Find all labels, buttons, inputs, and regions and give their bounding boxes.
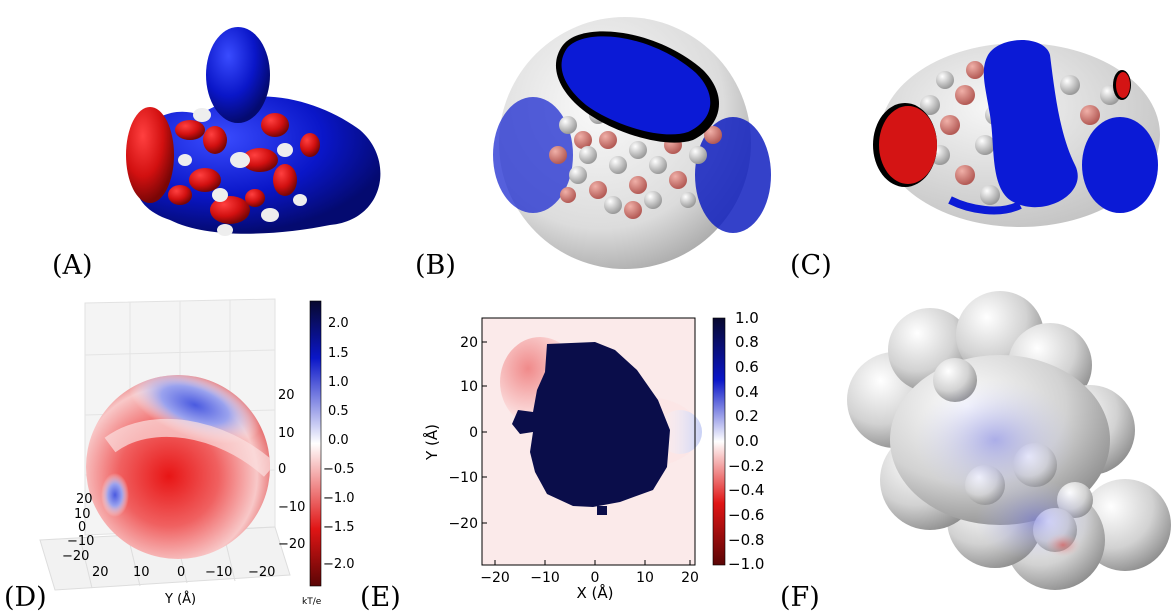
e-ylabel: Y (Å) bbox=[422, 424, 441, 461]
panel-f-surface-render bbox=[847, 291, 1171, 590]
d-bottom-tick-0: 20 bbox=[92, 565, 109, 580]
d-bottom-tick-2: 0 bbox=[177, 565, 185, 580]
e-y-tick-4: −20 bbox=[448, 516, 478, 532]
panel-c-surface-render bbox=[873, 40, 1160, 227]
e-cbar-tick-10: −1.0 bbox=[728, 555, 764, 573]
e-y-tick-1: 10 bbox=[460, 379, 478, 395]
d-colorbar-unit: kT/e bbox=[302, 597, 322, 607]
e-y-tick-2: 0 bbox=[469, 425, 478, 441]
e-x-tick-0: −20 bbox=[480, 570, 510, 586]
d-right-tick-1: 10 bbox=[278, 426, 295, 441]
d-right-tick-3: −10 bbox=[278, 500, 305, 515]
e-y-tick-3: −10 bbox=[448, 470, 478, 486]
d-cbar-tick-5: −0.5 bbox=[323, 462, 355, 477]
d-left-tick-3: −10 bbox=[67, 534, 94, 549]
e-cbar-tick-8: −0.6 bbox=[728, 506, 764, 524]
panel-label-c: (C) bbox=[790, 250, 832, 281]
d-cbar-tick-4: 0.0 bbox=[328, 433, 349, 448]
e-cbar-tick-4: 0.2 bbox=[735, 407, 759, 425]
e-cbar-tick-6: −0.2 bbox=[728, 457, 764, 475]
d-left-tick-2: 0 bbox=[78, 520, 86, 535]
panel-label-d: (D) bbox=[4, 582, 47, 613]
e-cbar-tick-2: 0.6 bbox=[735, 358, 759, 376]
d-cbar-tick-6: −1.0 bbox=[323, 491, 355, 506]
e-x-tick-4: 20 bbox=[681, 570, 699, 586]
d-right-tick-4: −20 bbox=[278, 537, 305, 552]
panel-a-surface-render bbox=[126, 27, 381, 236]
panel-e-heatmap-plot: −20 −10 0 10 20 20 10 0 −10 −20 X (Å) Y … bbox=[422, 309, 764, 602]
d-right-tick-0: 20 bbox=[278, 388, 295, 403]
d-cbar-tick-3: 0.5 bbox=[328, 404, 349, 419]
d-cbar-tick-8: −2.0 bbox=[323, 557, 355, 572]
e-cbar-tick-3: 0.4 bbox=[735, 383, 759, 401]
panel-label-e: (E) bbox=[360, 582, 401, 613]
e-cbar-tick-1: 0.8 bbox=[735, 333, 759, 351]
e-cbar-tick-5: 0.0 bbox=[735, 432, 759, 450]
d-cbar-tick-1: 1.5 bbox=[328, 346, 349, 361]
panel-b-surface-render bbox=[493, 17, 771, 269]
d-left-tick-0: 20 bbox=[76, 492, 93, 507]
d-cbar-tick-2: 1.0 bbox=[328, 375, 349, 390]
panel-label-b: (B) bbox=[415, 250, 456, 281]
d-bottom-tick-4: −20 bbox=[248, 565, 275, 580]
d-cbar-tick-7: −1.5 bbox=[323, 520, 355, 535]
d-left-tick-1: 10 bbox=[74, 507, 91, 522]
d-colorbar bbox=[309, 300, 322, 587]
e-x-tick-1: −10 bbox=[530, 570, 560, 586]
d-bottom-tick-3: −10 bbox=[205, 565, 232, 580]
d-right-tick-2: 0 bbox=[278, 462, 286, 477]
e-cbar-tick-9: −0.8 bbox=[728, 531, 764, 549]
panel-label-a: (A) bbox=[52, 250, 93, 281]
e-cbar-tick-0: 1.0 bbox=[735, 309, 759, 327]
e-colorbar bbox=[712, 317, 726, 566]
e-x-tick-2: 0 bbox=[591, 570, 600, 586]
e-xlabel: X (Å) bbox=[576, 583, 613, 602]
panel-label-f: (F) bbox=[780, 582, 820, 613]
d-bottom-tick-1: 10 bbox=[133, 565, 150, 580]
d-left-tick-4: −20 bbox=[62, 549, 89, 564]
e-cbar-tick-7: −0.4 bbox=[728, 481, 764, 499]
d-axis-y-label: Y (Å) bbox=[164, 591, 196, 607]
panel-d-sphere-potential-plot: 20 10 0 −10 −20 20 10 0 −10 −20 20 10 0 … bbox=[39, 298, 355, 607]
e-x-tick-3: 10 bbox=[636, 570, 654, 586]
e-y-tick-0: 20 bbox=[460, 335, 478, 351]
d-cbar-tick-0: 2.0 bbox=[328, 316, 349, 331]
